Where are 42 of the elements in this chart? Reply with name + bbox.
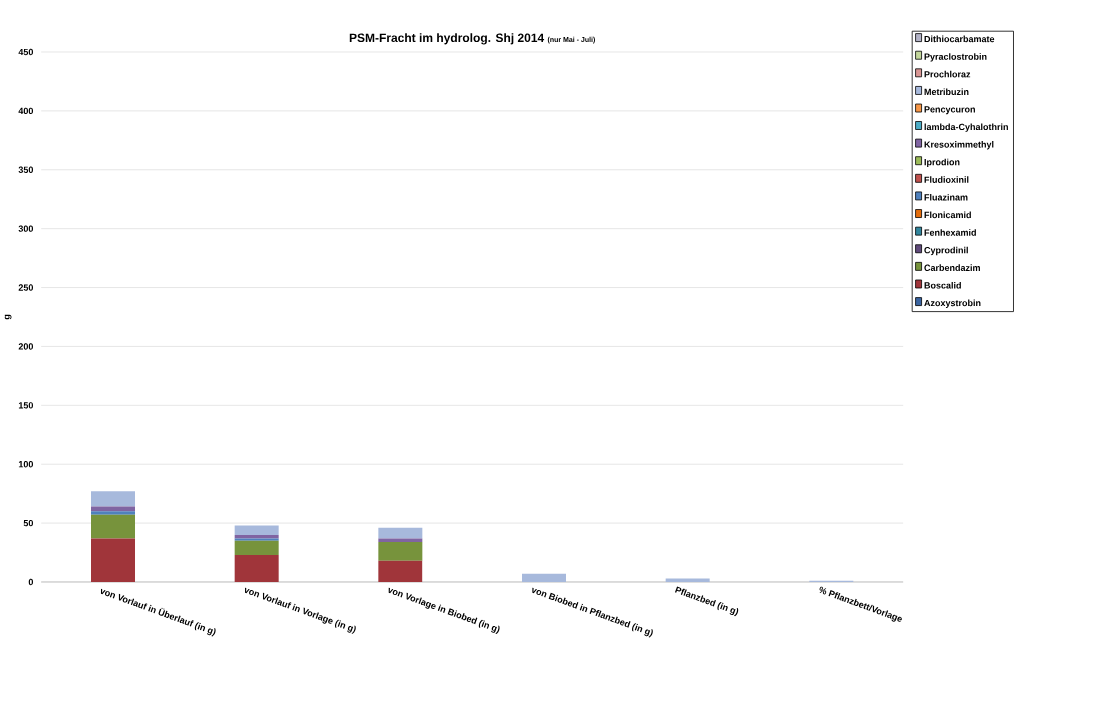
y-tick-label: 100 xyxy=(18,461,34,468)
y-tick-label: 400 xyxy=(18,107,34,115)
bar xyxy=(234,525,279,535)
y-tick-label: 450 xyxy=(18,48,34,56)
legend-label: lambda-Cyhalothrin xyxy=(924,123,1008,132)
legend-label: Carbendazim xyxy=(924,264,980,271)
legend-label: Dithiocarbamate xyxy=(924,35,995,43)
chart-title: PSM-Fracht im hydrolog. Shj 2014 xyxy=(349,33,545,45)
bar xyxy=(378,538,423,542)
y-tick-label: 300 xyxy=(18,225,34,232)
legend-label: Fludioxinil xyxy=(924,176,969,183)
y-tick-label: 350 xyxy=(18,166,34,173)
y-axis-title: g xyxy=(4,314,12,320)
y-tick-label: 250 xyxy=(18,284,34,291)
bar xyxy=(91,514,136,539)
legend-label: Iprodion xyxy=(924,158,960,168)
legend-label: Prochloraz xyxy=(924,70,971,78)
legend-label: Azoxystrobin xyxy=(924,299,981,308)
legend-label: Pencycuron xyxy=(924,106,975,115)
bar xyxy=(665,578,710,582)
legend-label: Metribuzin xyxy=(924,88,969,96)
legend-label: Flonicamid xyxy=(924,211,971,219)
legend-label: Fenhexamid xyxy=(924,229,976,236)
legend-label: Cyprodinil xyxy=(924,246,968,256)
y-tick-label: 0 xyxy=(28,578,34,586)
bar xyxy=(234,540,279,555)
bar xyxy=(378,560,423,582)
y-tick-label: 200 xyxy=(18,343,34,350)
bar xyxy=(378,541,423,561)
bar xyxy=(234,538,279,541)
bar xyxy=(91,511,136,515)
legend-label: Fluazinam xyxy=(924,193,968,201)
legend-label: Pyraclostrobin xyxy=(924,53,987,62)
y-tick-label: 50 xyxy=(23,519,34,527)
bar xyxy=(91,491,136,507)
bar xyxy=(522,573,566,582)
bar xyxy=(91,538,136,582)
legend-label: Boscalid xyxy=(924,281,961,289)
bar xyxy=(378,527,423,539)
legend-label: Kresoximmethyl xyxy=(924,141,994,150)
y-tick-label: 150 xyxy=(18,402,34,409)
bar xyxy=(234,554,279,582)
